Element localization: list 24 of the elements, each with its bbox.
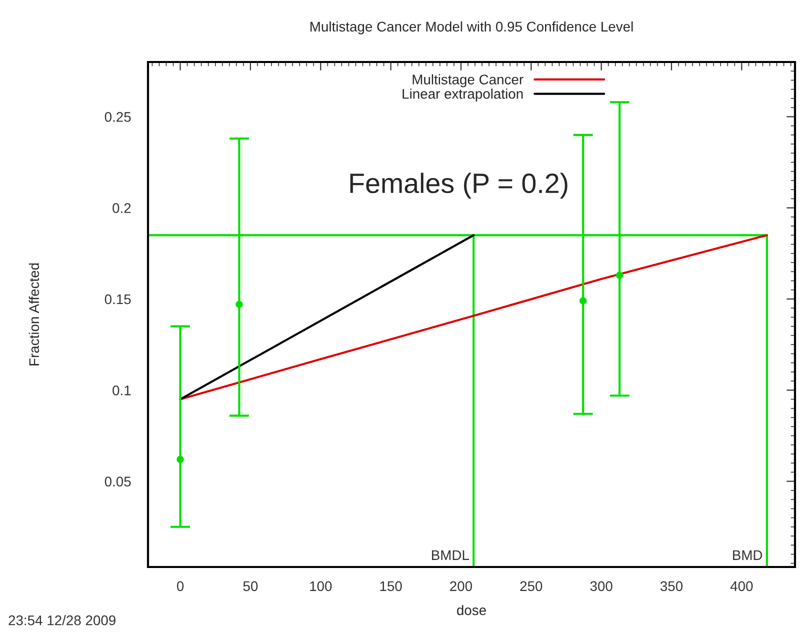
- x-tick-label: 50: [243, 581, 258, 592]
- x-tick-label: 400: [730, 581, 753, 592]
- text: 23:54 12/28 2009: [8, 615, 116, 626]
- y-tick-label: 0.2: [112, 203, 131, 214]
- legend-label: Multistage Cancer: [412, 74, 524, 88]
- y-tick-label: 0.25: [104, 112, 131, 122]
- x-tick-label: 150: [380, 581, 402, 592]
- x-tick-label: 200: [450, 581, 472, 592]
- y-tick-label: 0.1: [112, 385, 131, 396]
- ref-line-label: BMD: [733, 550, 762, 560]
- annotation: Females (P = 0.2): [350, 172, 568, 199]
- legend-label: Linear extrapolation: [402, 88, 523, 102]
- chart-title: Multistage Cancer Model with 0.95 Confidence Level: [310, 21, 633, 34]
- line-series: [179, 234, 768, 400]
- x-axis-title: dose: [457, 604, 486, 616]
- y-tick-label: 0.05: [104, 476, 131, 486]
- x-tick-label: 300: [590, 581, 612, 592]
- x-tick-label: 0: [176, 581, 184, 592]
- x-tick-label: 250: [520, 581, 542, 592]
- ref-line-label: BMDL: [432, 550, 469, 560]
- y-tick-label: 0.15: [104, 294, 131, 304]
- x-tick-label: 350: [660, 581, 683, 592]
- y-axis-title: Fraction Affected: [28, 263, 40, 366]
- x-tick-label: 100: [310, 581, 332, 592]
